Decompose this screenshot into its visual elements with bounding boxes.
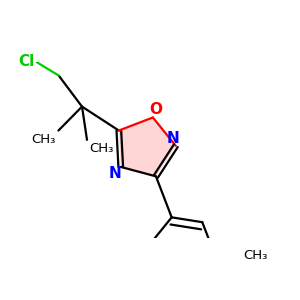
Text: O: O bbox=[149, 102, 162, 117]
Text: N: N bbox=[108, 166, 121, 181]
Text: CH₃: CH₃ bbox=[90, 142, 114, 155]
Text: N: N bbox=[167, 130, 180, 146]
Text: CH₃: CH₃ bbox=[243, 249, 267, 262]
Polygon shape bbox=[119, 118, 176, 176]
Text: Cl: Cl bbox=[18, 54, 34, 69]
Text: CH₃: CH₃ bbox=[32, 133, 56, 146]
